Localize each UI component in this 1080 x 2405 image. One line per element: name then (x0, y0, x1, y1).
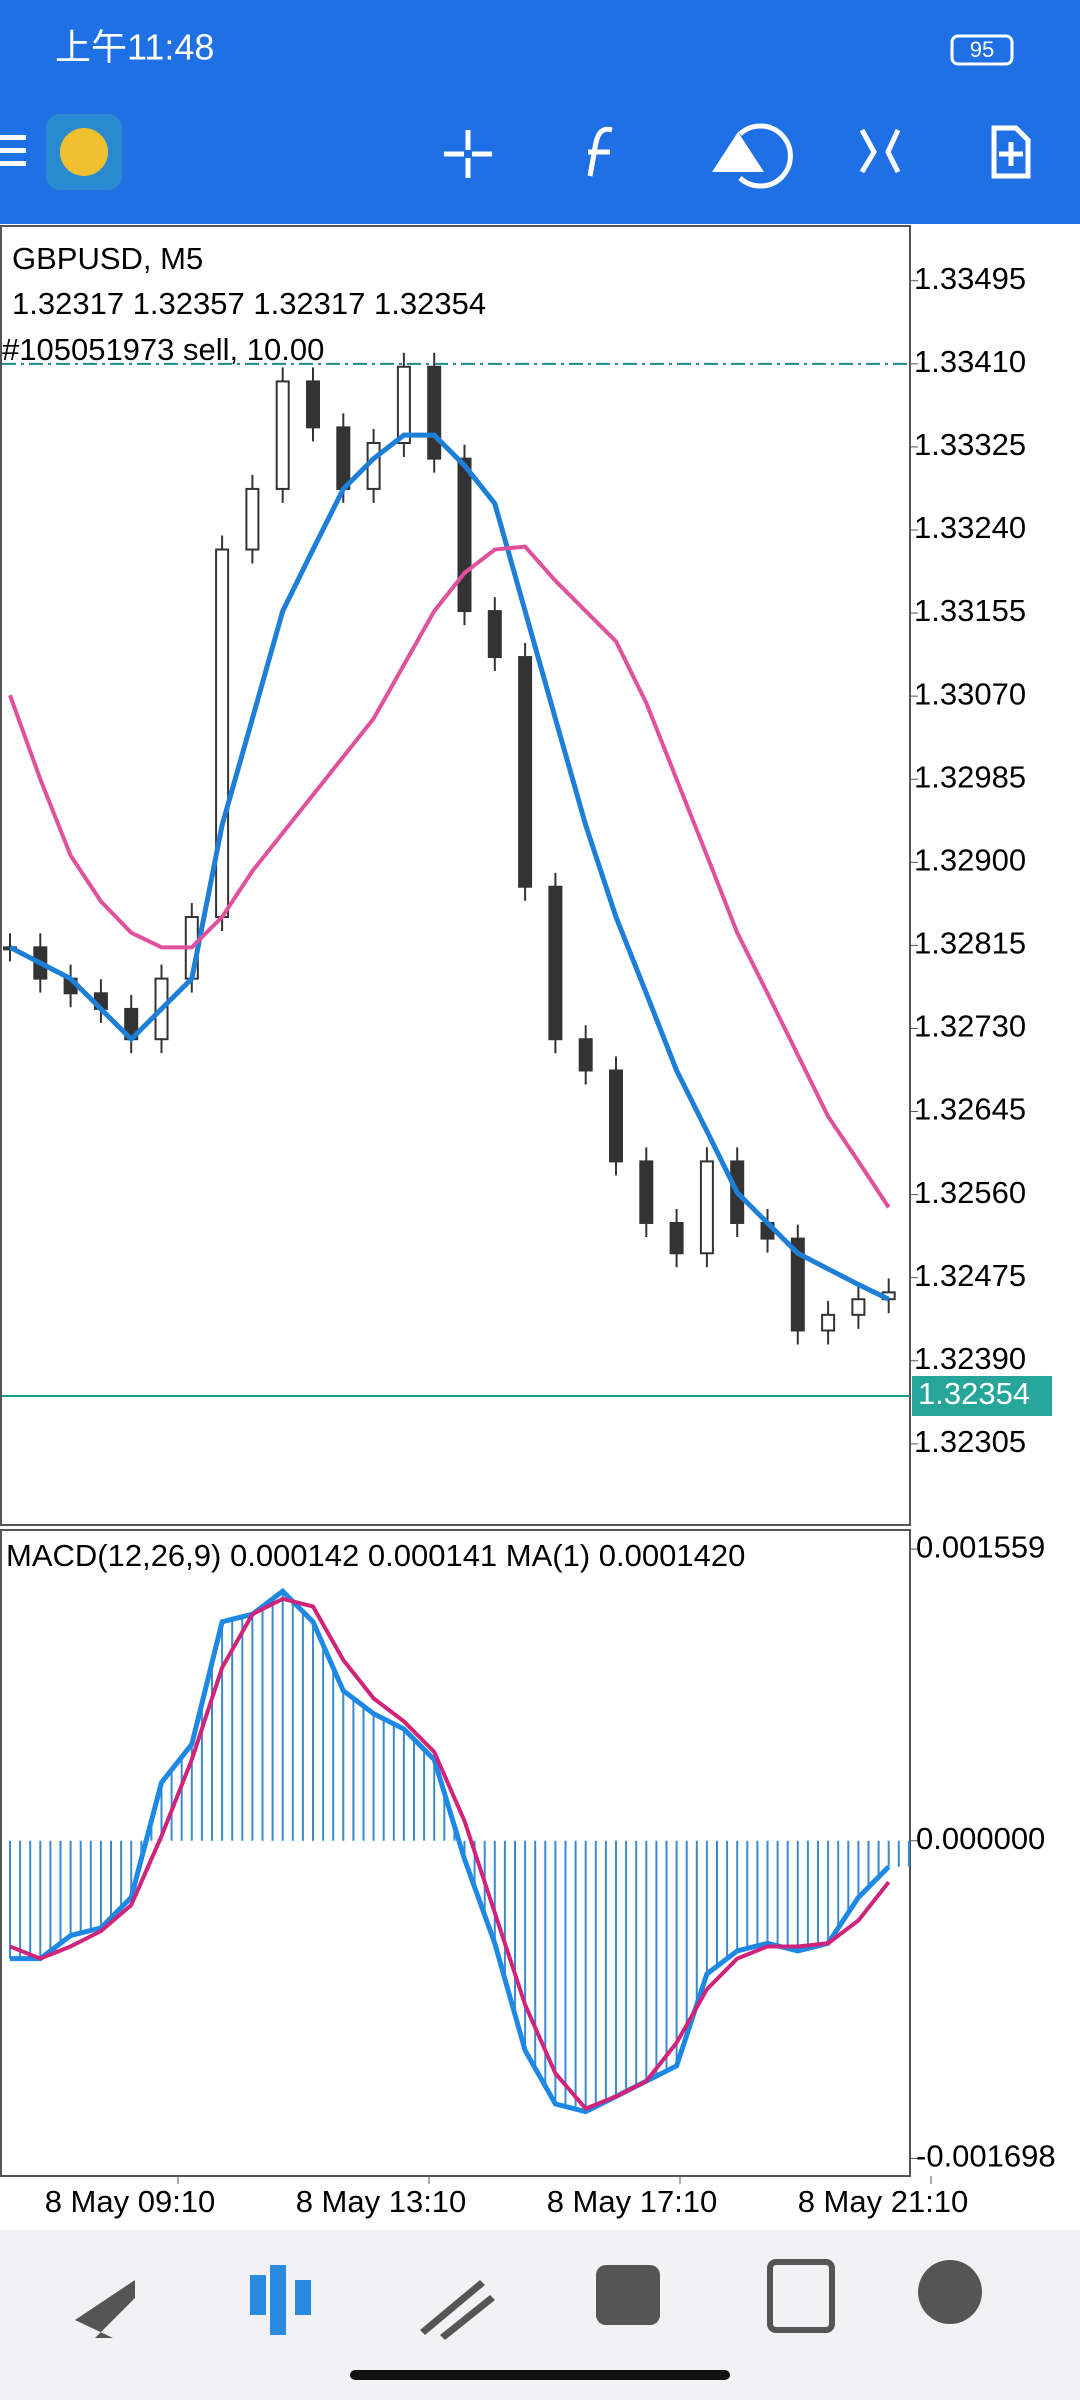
x-tick-label: 8 May 21:10 (798, 2184, 969, 2219)
trade-tab[interactable] (420, 2280, 495, 2340)
macd-panel (0, 1529, 911, 2177)
candle (215, 548, 230, 919)
candle (487, 610, 502, 659)
battery-level: 95 (970, 37, 994, 62)
x-tick-label: 8 May 09:10 (45, 2184, 216, 2219)
ohlc: 1.32317 1.32357 1.32317 1.32354 (12, 286, 486, 321)
shape-icon (712, 132, 764, 172)
crosshair-icon[interactable] (444, 130, 492, 178)
y-tick-label: 1.32900 (914, 842, 1026, 877)
y-tick-label: 0.000000 (916, 1821, 1045, 1856)
price-panel (0, 225, 911, 1526)
symbol: GBPUSD, M5 (12, 241, 203, 276)
indicator-icon[interactable] (587, 126, 613, 177)
y-tick-label: 1.33240 (914, 510, 1026, 545)
y-tick-label: 1.33155 (914, 593, 1026, 628)
y-tick-label: 1.32390 (914, 1341, 1026, 1376)
order-label: #105051973 sell, 10.00 (2, 332, 324, 367)
y-tick-label: 1.32645 (914, 1092, 1026, 1127)
new-order-icon[interactable] (991, 125, 1031, 179)
x-tick-label: 8 May 17:10 (547, 2184, 718, 2219)
chart-tab[interactable] (250, 2265, 311, 2335)
candle (821, 1313, 836, 1332)
candle (639, 1160, 654, 1224)
y-tick-label: 1.32815 (914, 926, 1026, 961)
price-box (912, 1375, 1052, 1416)
chat-tab[interactable] (918, 2260, 982, 2324)
candle (548, 885, 563, 1041)
y-tick-label: -0.001698 (916, 2139, 1056, 2174)
quotes-tab[interactable] (75, 2280, 135, 2338)
candle (457, 457, 472, 613)
candle (518, 656, 533, 888)
macd-label: MACD(12,26,9) 0.000142 0.000141 MA(1) 0.… (6, 1538, 745, 1573)
y-tick-label: 1.33495 (914, 261, 1026, 296)
y-tick-label: 1.32475 (914, 1258, 1026, 1293)
home-indicator (350, 2370, 730, 2380)
candle (306, 380, 320, 429)
y-tick-label: 1.33410 (914, 344, 1026, 379)
candle (578, 1038, 593, 1072)
candle (275, 380, 290, 490)
clock: 上午11:48 (55, 27, 214, 68)
candle (336, 426, 351, 490)
macd-line (10, 1587, 891, 2115)
signal-line (9, 1596, 891, 2112)
y-tick-label: 1.32305 (914, 1424, 1026, 1459)
candle (427, 365, 442, 460)
y-tick-label: 1.33325 (914, 427, 1026, 462)
logo-mark (60, 128, 108, 176)
news-tab[interactable] (767, 2259, 835, 2333)
y-tick-label: 1.32730 (914, 1009, 1026, 1044)
candle (699, 1160, 714, 1255)
y-tick-label: 1.32560 (914, 1175, 1026, 1210)
history-tab[interactable] (596, 2265, 660, 2325)
price-label: 1.32354 (918, 1376, 1030, 1411)
battery-icon (950, 34, 1014, 66)
objects-icon[interactable] (738, 123, 901, 189)
menu-icon[interactable] (0, 135, 26, 166)
x-tick-label: 8 May 13:10 (296, 2184, 467, 2219)
candle (669, 1221, 684, 1255)
candle (396, 365, 411, 444)
candle (609, 1069, 623, 1163)
y-tick-label: 1.32985 (914, 759, 1026, 794)
y-tick-label: 0.001559 (916, 1529, 1045, 1564)
top-bar (0, 0, 1080, 224)
moving-average (8, 432, 890, 1302)
candle (851, 1298, 866, 1316)
candle (790, 1237, 805, 1332)
y-tick-label: 1.33070 (914, 676, 1026, 711)
moving-average (8, 544, 891, 1209)
candle (245, 487, 260, 551)
